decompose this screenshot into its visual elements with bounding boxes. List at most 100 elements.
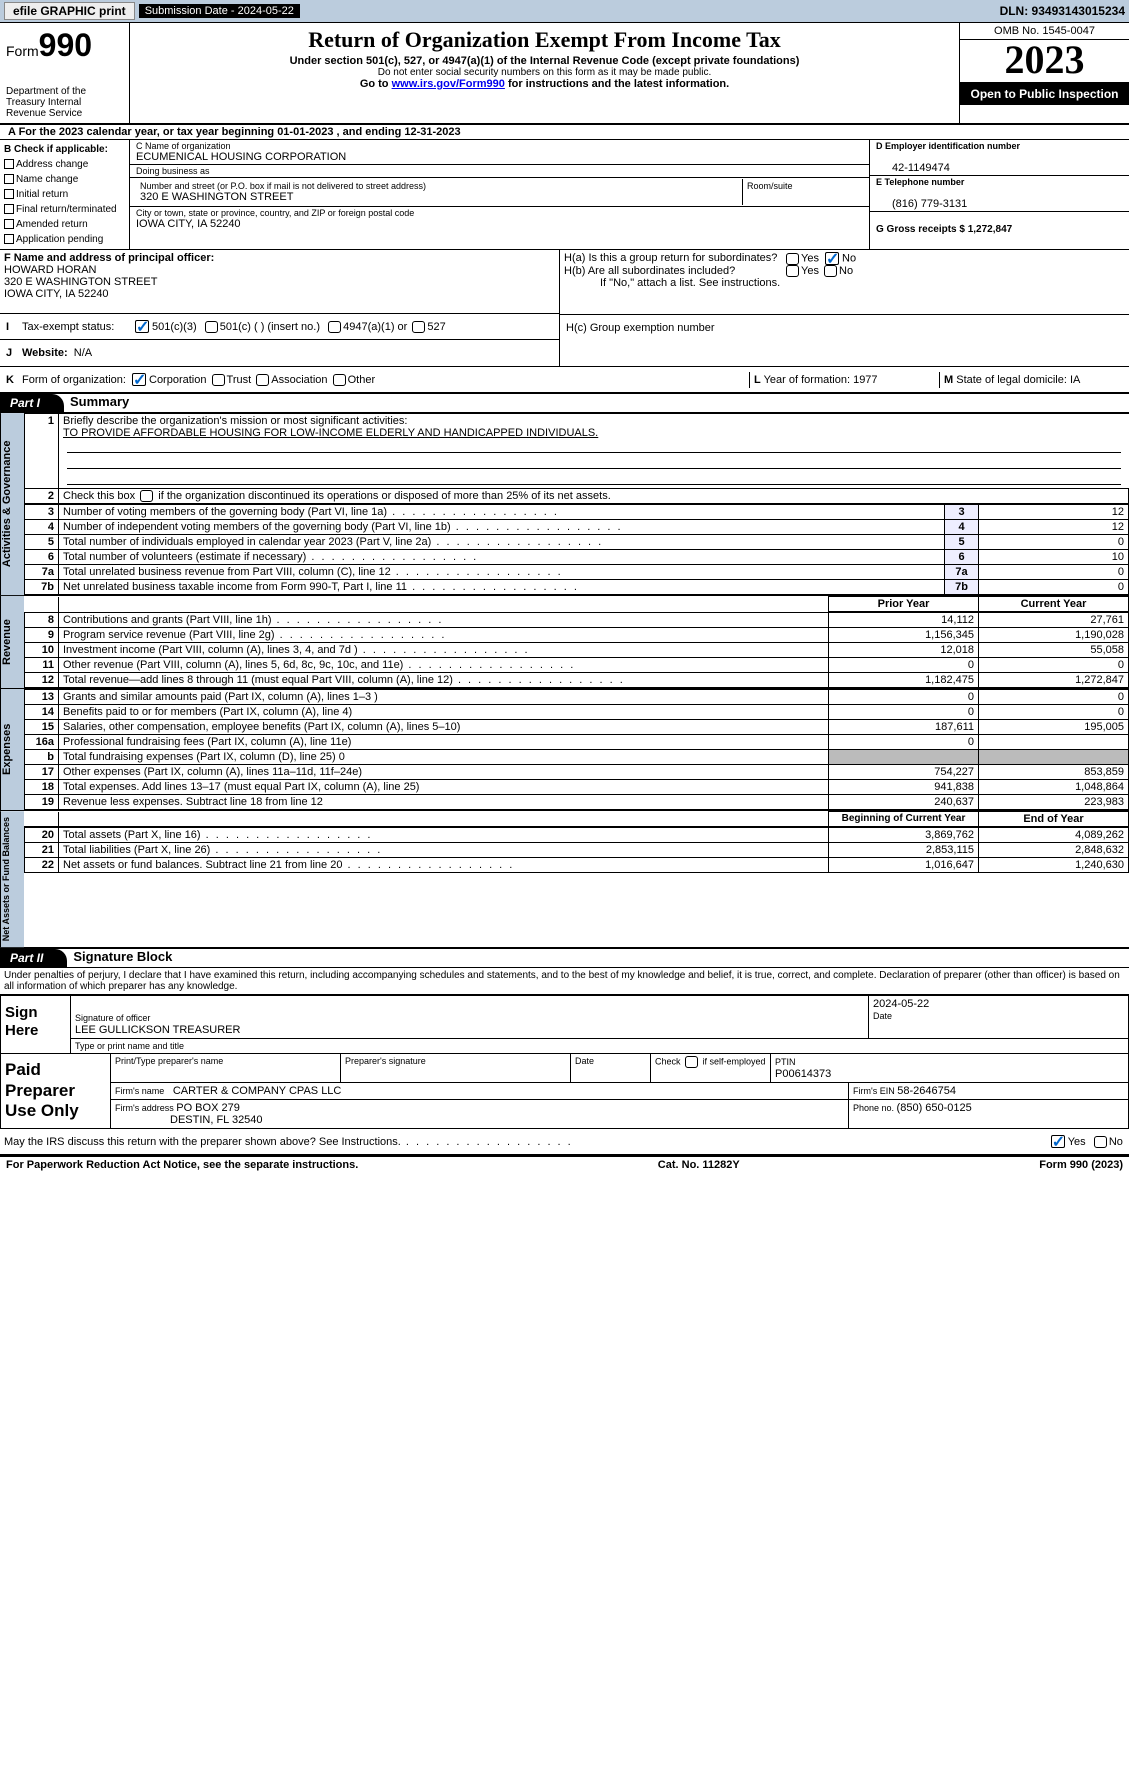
perjury-text: Under penalties of perjury, I declare th… <box>0 968 1129 995</box>
sign-here-block: Sign Here Signature of officerLEE GULLIC… <box>0 995 1129 1054</box>
org-name: ECUMENICAL HOUSING CORPORATION <box>136 151 346 163</box>
rev-line-12: 12Total revenue—add lines 8 through 11 (… <box>25 673 1129 688</box>
tax-year: 2023 <box>960 40 1129 83</box>
firm-ein: 58-2646754 <box>897 1085 956 1097</box>
gov-line-7b: 7bNet unrelated business taxable income … <box>25 580 1129 595</box>
cb-assoc[interactable] <box>256 374 269 386</box>
col-eoy: End of Year <box>979 812 1129 827</box>
cb-ha-yes[interactable] <box>786 253 799 265</box>
header-info-grid: B Check if applicable: Address change Na… <box>0 140 1129 250</box>
city-cell: City or town, state or province, country… <box>130 207 869 231</box>
vtab-governance: Activities & Governance <box>0 413 24 595</box>
cb-amended-return[interactable]: Amended return <box>4 219 88 230</box>
row-a-tax-year: A For the 2023 calendar year, or tax yea… <box>0 125 1129 140</box>
firm-name: CARTER & COMPANY CPAS LLC <box>173 1085 342 1097</box>
cb-address-change[interactable]: Address change <box>4 159 88 170</box>
cb-final-return[interactable]: Final return/terminated <box>4 204 117 215</box>
section-b-checkboxes: B Check if applicable: Address change Na… <box>0 140 130 249</box>
open-inspection: Open to Public Inspection <box>960 83 1129 105</box>
part2-header: Part II Signature Block <box>0 948 1129 968</box>
fhijk-grid: F Name and address of principal officer:… <box>0 250 1129 367</box>
vtab-revenue: Revenue <box>0 596 24 688</box>
cb-501c3[interactable] <box>135 320 149 333</box>
cb-trust[interactable] <box>212 374 225 386</box>
org-name-cell: C Name of organization ECUMENICAL HOUSIN… <box>130 140 869 165</box>
paid-preparer-block: Paid Preparer Use Only Print/Type prepar… <box>0 1054 1129 1129</box>
submission-date: Submission Date - 2024-05-22 <box>139 4 300 18</box>
form-header: Form990 Department of the Treasury Inter… <box>0 23 1129 125</box>
mission-text: TO PROVIDE AFFORDABLE HOUSING FOR LOW-IN… <box>63 427 598 439</box>
exp-line-16a: 16aProfessional fundraising fees (Part I… <box>25 735 1129 750</box>
ptin-value: P00614373 <box>775 1068 831 1080</box>
vtab-netassets: Net Assets or Fund Balances <box>0 811 24 947</box>
phone-value: (816) 779-3131 <box>876 198 967 210</box>
gov-line-6: 6Total number of volunteers (estimate if… <box>25 550 1129 565</box>
rev-line-10: 10Investment income (Part VIII, column (… <box>25 643 1129 658</box>
cat-no: Cat. No. 11282Y <box>658 1159 740 1171</box>
cb-hb-yes[interactable] <box>786 265 799 277</box>
paperwork-notice: For Paperwork Reduction Act Notice, see … <box>6 1159 358 1171</box>
gov-line-7a: 7aTotal unrelated business revenue from … <box>25 565 1129 580</box>
officer-name: HOWARD HORAN <box>4 264 96 276</box>
section-f: F Name and address of principal officer:… <box>0 250 559 314</box>
row-hc: H(c) Group exemption number <box>560 314 1129 340</box>
cb-corp[interactable] <box>132 373 146 386</box>
row-i: I Tax-exempt status: 501(c)(3) 501(c) ( … <box>0 314 559 340</box>
exp-line-b: bTotal fundraising expenses (Part IX, co… <box>25 750 1129 765</box>
irs-discuss-row: May the IRS discuss this return with the… <box>0 1129 1129 1155</box>
website-value: N/A <box>74 347 92 359</box>
dln: DLN: 93493143015234 <box>1000 4 1125 18</box>
irs-link[interactable]: www.irs.gov/Form990 <box>392 78 505 90</box>
part1-header: Part I Summary <box>0 393 1129 413</box>
self-employed-check[interactable]: Check if self-employed <box>651 1054 771 1082</box>
cb-initial-return[interactable]: Initial return <box>4 189 68 200</box>
officer-sig-name: LEE GULLICKSON TREASURER <box>75 1024 240 1036</box>
line1-label: Briefly describe the organization's miss… <box>63 415 407 427</box>
exp-line-13: 13Grants and similar amounts paid (Part … <box>25 690 1129 705</box>
cb-app-pending[interactable]: Application pending <box>4 234 103 245</box>
cb-name-change[interactable]: Name change <box>4 174 78 185</box>
row-l: L Year of formation: 1977 <box>749 372 939 388</box>
ein-cell: D Employer identification number 42-1149… <box>870 140 1129 176</box>
col-current-year: Current Year <box>979 597 1129 612</box>
phone-cell: E Telephone number (816) 779-3131 <box>870 176 1129 212</box>
org-city: IOWA CITY, IA 52240 <box>136 218 241 230</box>
rev-line-9: 9Program service revenue (Part VIII, lin… <box>25 628 1129 643</box>
cb-discuss-no[interactable] <box>1094 1136 1107 1148</box>
col-boy: Beginning of Current Year <box>829 812 979 827</box>
ein-value: 42-1149474 <box>876 162 950 174</box>
rev-line-11: 11Other revenue (Part VIII, column (A), … <box>25 658 1129 673</box>
form-subtitle: Under section 501(c), 527, or 4947(a)(1)… <box>140 55 949 67</box>
expenses-section: Expenses 13Grants and similar amounts pa… <box>0 689 1129 811</box>
net-line-21: 21Total liabilities (Part X, line 26)2,8… <box>25 843 1129 858</box>
dba-cell: Doing business as <box>130 165 869 178</box>
cb-ha-no[interactable] <box>825 252 839 265</box>
form-title: Return of Organization Exempt From Incom… <box>140 27 949 53</box>
gov-line-5: 5Total number of individuals employed in… <box>25 535 1129 550</box>
page-footer: For Paperwork Reduction Act Notice, see … <box>0 1155 1129 1173</box>
cb-discuss-yes[interactable] <box>1051 1135 1065 1148</box>
form-ref: Form 990 (2023) <box>1039 1159 1123 1171</box>
row-klm: K Form of organization: Corporation Trus… <box>0 367 1129 393</box>
form-number: Form990 <box>6 27 123 64</box>
efile-print-button[interactable]: efile GRAPHIC print <box>4 2 135 20</box>
sign-here-label: Sign Here <box>1 996 71 1053</box>
topbar: efile GRAPHIC print Submission Date - 20… <box>0 0 1129 23</box>
gov-line-4: 4Number of independent voting members of… <box>25 520 1129 535</box>
part1-body: Activities & Governance 1 Briefly descri… <box>0 413 1129 596</box>
cb-other[interactable] <box>333 374 346 386</box>
revenue-section: Revenue Prior Year Current Year 8Contrib… <box>0 596 1129 689</box>
sig-date: 2024-05-22 <box>873 998 929 1010</box>
cb-4947[interactable] <box>328 321 341 333</box>
dept-treasury: Department of the Treasury Internal Reve… <box>6 86 123 119</box>
street-cell: Number and street (or P.O. box if mail i… <box>130 178 869 207</box>
gov-line-3: 3Number of voting members of the governi… <box>25 505 1129 520</box>
row-m: M State of legal domicile: IA <box>939 372 1129 388</box>
exp-line-14: 14Benefits paid to or for members (Part … <box>25 705 1129 720</box>
line2: Check this box if the organization disco… <box>59 489 1129 504</box>
goto-line: Go to www.irs.gov/Form990 for instructio… <box>140 78 949 90</box>
prep-name-lbl: Print/Type preparer's name <box>111 1054 341 1082</box>
vtab-expenses: Expenses <box>0 689 24 810</box>
cb-527[interactable] <box>412 321 425 333</box>
cb-501c[interactable] <box>205 321 218 333</box>
